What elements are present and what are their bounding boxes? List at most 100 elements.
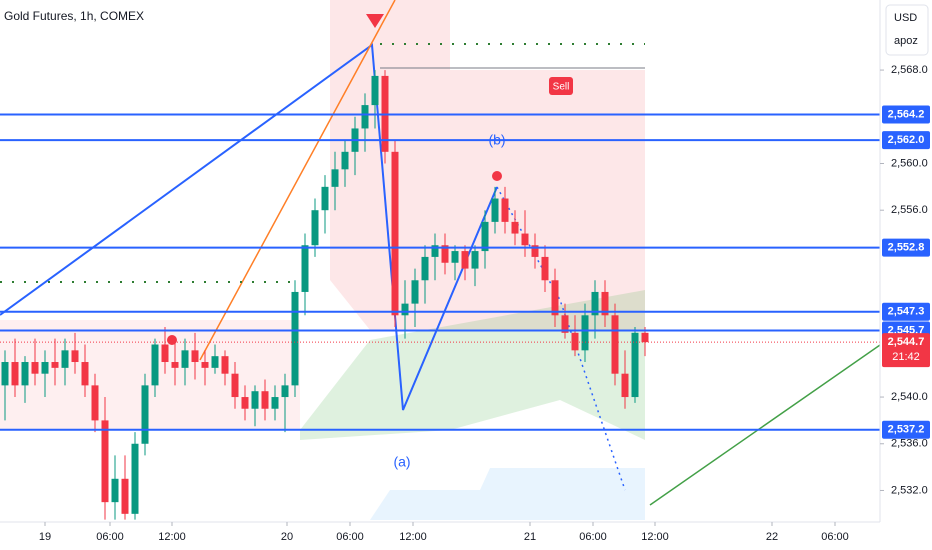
candle-body <box>561 315 569 333</box>
candle-body <box>601 291 609 316</box>
level-label-bg <box>882 105 930 124</box>
candle-body <box>361 105 369 129</box>
x-tick-label: 06:00 <box>96 531 124 543</box>
candle-body <box>41 362 49 374</box>
candle-body <box>231 373 239 398</box>
candle-body <box>441 245 449 263</box>
level-label-bg <box>882 131 930 150</box>
candle-body <box>461 251 469 269</box>
candle-body <box>151 344 159 386</box>
time-axis <box>0 522 880 550</box>
blue-zone <box>370 468 645 520</box>
candle-body <box>481 221 489 252</box>
candle-body <box>11 362 19 386</box>
header-bg <box>0 6 128 28</box>
candle-body <box>61 350 69 368</box>
level-label-bg <box>882 302 930 321</box>
y-tick-label: 2,540.0 <box>891 391 928 403</box>
candle-body <box>471 251 479 269</box>
candle-body <box>571 332 579 351</box>
sell-label: Sell <box>553 82 570 93</box>
candle-body <box>141 385 149 444</box>
sell-label-bg <box>549 77 573 95</box>
x-tick-label: 06:00 <box>336 531 364 543</box>
y-tick-label: 2,536.0 <box>891 438 928 450</box>
price-axis <box>880 0 932 550</box>
candle-body <box>271 397 279 409</box>
candle-body <box>341 151 349 170</box>
level-label: 2,564.2 <box>888 108 925 120</box>
candle-body <box>551 280 559 316</box>
candle-body <box>391 151 399 316</box>
trend-line <box>199 0 396 361</box>
level-label-bg <box>882 238 930 257</box>
candle-body <box>241 397 249 409</box>
candle-body <box>631 332 639 398</box>
candle-body <box>131 443 139 514</box>
candle-body <box>641 332 649 343</box>
x-tick-label: 22 <box>766 531 778 543</box>
green-zone <box>300 290 645 440</box>
candle-body <box>431 245 439 257</box>
candle-body <box>261 391 269 409</box>
candle-body <box>21 362 29 386</box>
candle-body <box>71 350 79 363</box>
candle-body <box>281 385 289 398</box>
candle-body <box>581 315 589 351</box>
sell-marker <box>366 14 384 28</box>
pivot-dot <box>492 171 502 181</box>
currency-box[interactable] <box>885 4 929 56</box>
red-zone <box>330 0 645 330</box>
account: apoz <box>894 35 918 47</box>
candle-body <box>31 362 39 374</box>
candle-body <box>501 198 509 222</box>
x-tick-label: 12:00 <box>158 531 186 543</box>
candle-body <box>611 315 619 374</box>
wave-label: (a) <box>393 454 410 470</box>
candle-body <box>51 362 59 368</box>
candle-body <box>541 256 549 281</box>
candle-body <box>311 210 319 246</box>
candle-body <box>111 478 119 503</box>
candle-body <box>531 245 539 257</box>
candle-body <box>331 169 339 187</box>
level-label: 2,552.8 <box>888 241 925 253</box>
candle-body <box>211 356 219 368</box>
y-tick-label: 2,532.0 <box>891 484 928 496</box>
candle-body <box>411 280 419 304</box>
candle-body <box>321 186 329 211</box>
projection-line <box>649 344 881 506</box>
x-tick-label: 06:00 <box>821 531 849 543</box>
countdown: 21:42 <box>892 351 920 363</box>
y-tick-label: 2,556.0 <box>891 204 928 216</box>
candle-body <box>371 75 379 106</box>
candle-body <box>171 362 179 368</box>
x-tick-label: 19 <box>39 531 51 543</box>
x-tick-label: 06:00 <box>579 531 607 543</box>
level-label: 2,547.3 <box>888 306 925 318</box>
overlays <box>0 0 881 520</box>
symbol-title: Gold Futures, 1h, COMEX <box>4 9 144 23</box>
candle-body <box>101 420 109 503</box>
candle-body <box>251 391 259 409</box>
candle-body <box>201 362 209 368</box>
x-tick-label: 12:00 <box>641 531 669 543</box>
candle-body <box>1 362 9 386</box>
x-tick-label: 20 <box>281 531 293 543</box>
level-label: 2,537.2 <box>888 424 925 436</box>
candle-body <box>421 256 429 281</box>
candle-body <box>491 198 499 222</box>
candle-body <box>191 350 199 363</box>
wave-label: (b) <box>488 132 505 148</box>
candle-body <box>221 356 229 374</box>
current-price-label: 2,544.7 <box>888 336 925 348</box>
candle-body <box>451 251 459 263</box>
y-tick-label: 2,568.0 <box>891 64 928 76</box>
candle-body <box>161 344 169 363</box>
axes: 2,568.0 2,560.0 2,556.0 2,540.0 2,536.0 2,532… <box>39 64 930 543</box>
candle-body <box>521 233 529 246</box>
x-tick-label: 21 <box>524 531 536 543</box>
candle-body <box>81 362 89 386</box>
candle-body <box>121 478 129 514</box>
